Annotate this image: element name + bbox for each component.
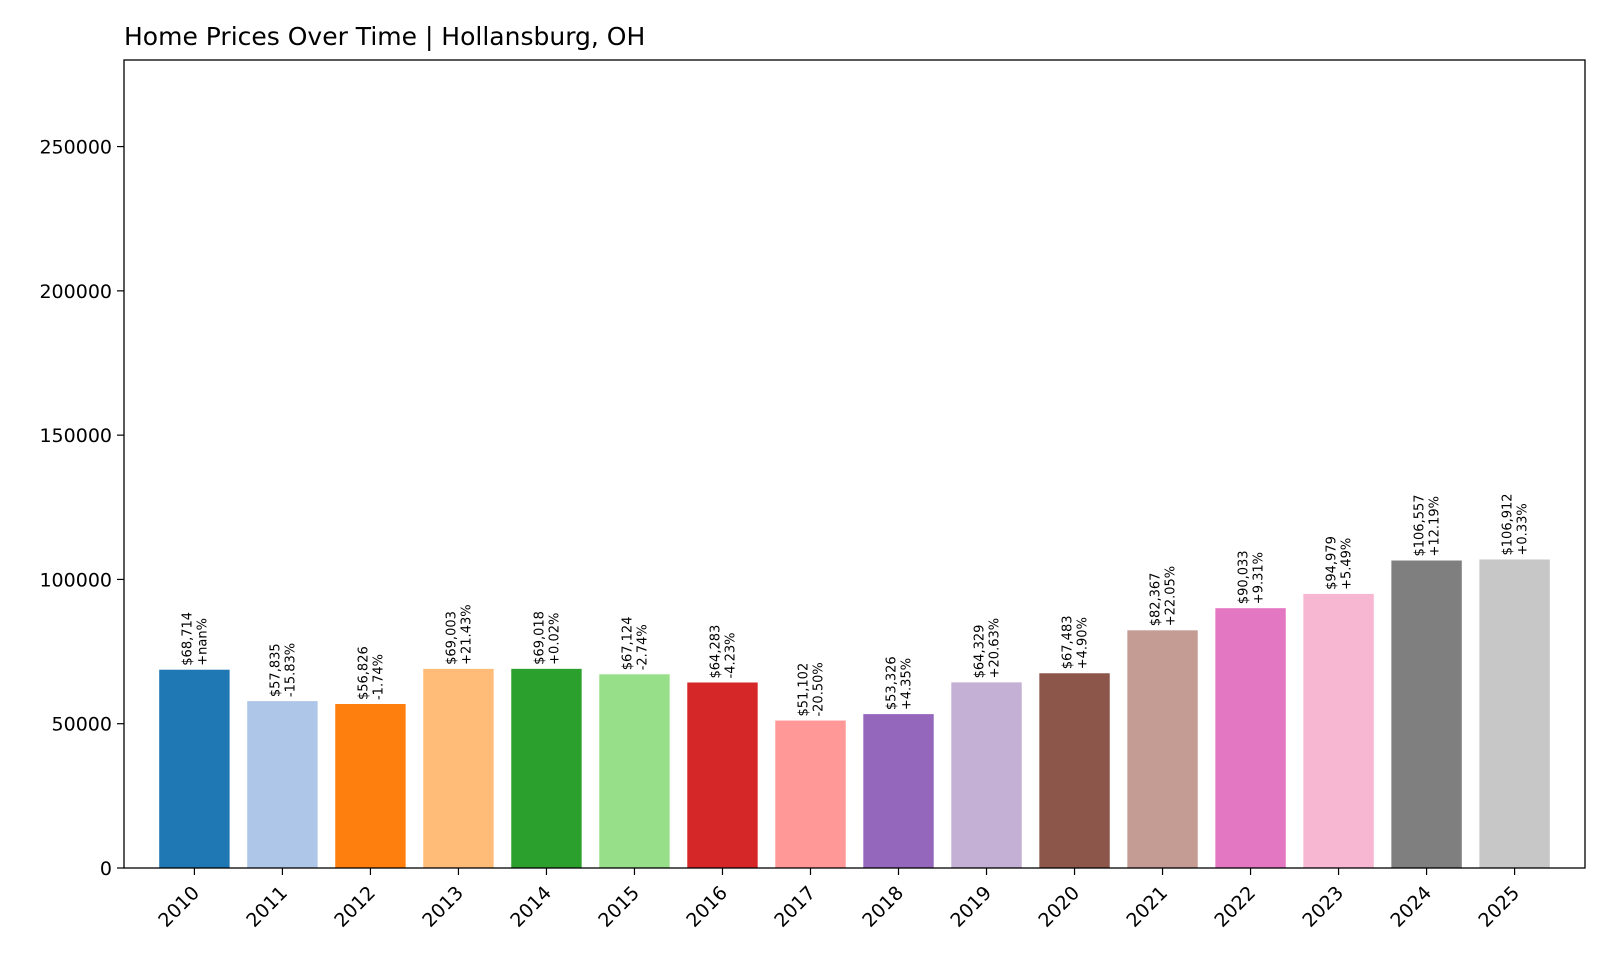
x-tick-label-2025: 2025 xyxy=(1474,882,1524,932)
y-tick-label-150000: 150000 xyxy=(39,425,112,447)
bar-2012 xyxy=(335,704,406,868)
bar-change-label-2021: +22.05% xyxy=(1164,566,1179,626)
bar-price-label-2021: $82,367 xyxy=(1149,573,1164,627)
bar-change-label-2018: +4.35% xyxy=(900,658,915,710)
bar-2017 xyxy=(775,720,846,868)
bar-2020 xyxy=(1039,673,1110,868)
bar-change-label-2010: +nan% xyxy=(195,618,210,666)
bar-2018 xyxy=(863,714,934,868)
bar-change-label-2022: +9.31% xyxy=(1252,552,1267,604)
bar-price-label-2020: $67,483 xyxy=(1061,615,1076,669)
x-axis: 2010 2011 2012 2013 2014 2015 2016 2017 2018 2019… xyxy=(154,868,1524,932)
bar-2021 xyxy=(1127,630,1198,868)
x-tick-label-2021: 2021 xyxy=(1122,882,1172,932)
bar-change-label-2013: +21.43% xyxy=(459,604,474,664)
bar-change-label-2014: +0.02% xyxy=(547,613,562,665)
y-tick-label-50000: 50000 xyxy=(52,714,112,736)
bar-change-label-2017: -20.50% xyxy=(811,662,826,716)
bar-price-label-2014: $69,018 xyxy=(532,611,547,665)
y-tick-label-0: 0 xyxy=(100,858,112,880)
bar-price-label-2013: $69,003 xyxy=(444,611,459,665)
x-tick-label-2011: 2011 xyxy=(242,882,292,932)
x-tick-label-2018: 2018 xyxy=(858,882,908,932)
bar-labels-layer: $68,714 +nan% $57,835 -15.83% $56,826 -1.74% $… xyxy=(180,493,1530,716)
bar-2011 xyxy=(247,701,318,868)
bar-price-label-2015: $67,124 xyxy=(620,617,635,671)
plot-frame xyxy=(123,59,1586,869)
bar-change-label-2025: +0.33% xyxy=(1516,503,1531,555)
x-tick-label-2020: 2020 xyxy=(1034,882,1084,932)
bar-price-label-2019: $64,329 xyxy=(973,625,988,679)
bar-price-label-2022: $90,033 xyxy=(1237,550,1252,604)
x-tick-label-2019: 2019 xyxy=(946,882,996,932)
chart-title: Home Prices Over Time | Hollansburg, OH xyxy=(124,22,645,51)
y-tick-label-100000: 100000 xyxy=(39,569,112,591)
bar-change-label-2019: +20.63% xyxy=(988,618,1003,678)
x-tick-label-2013: 2013 xyxy=(418,882,468,932)
bar-change-label-2011: -15.83% xyxy=(283,643,298,697)
bar-price-label-2016: $64,283 xyxy=(708,625,723,679)
y-tick-label-250000: 250000 xyxy=(39,137,112,159)
bar-2016 xyxy=(687,682,758,868)
bar-2022 xyxy=(1215,608,1286,868)
bar-change-label-2023: +5.49% xyxy=(1340,538,1355,590)
bar-change-label-2016: -4.23% xyxy=(723,632,738,678)
bar-2015 xyxy=(599,674,670,868)
bar-price-label-2018: $53,326 xyxy=(885,656,900,710)
bars-layer xyxy=(159,559,1550,868)
bar-price-label-2017: $51,102 xyxy=(796,663,811,717)
bar-2013 xyxy=(423,668,494,868)
bar-price-label-2024: $106,557 xyxy=(1413,494,1428,556)
bar-change-label-2012: -1.74% xyxy=(371,654,386,700)
x-tick-label-2022: 2022 xyxy=(1210,882,1260,932)
y-axis: 0 50000 100000 150000 200000 250000 xyxy=(39,137,124,880)
x-tick-label-2016: 2016 xyxy=(682,882,732,932)
bar-change-label-2020: +4.90% xyxy=(1076,617,1091,669)
x-tick-label-2024: 2024 xyxy=(1386,882,1436,932)
bar-2023 xyxy=(1303,593,1374,868)
bar-price-label-2010: $68,714 xyxy=(180,612,195,666)
bar-2010 xyxy=(159,669,230,868)
bar-price-label-2023: $94,979 xyxy=(1325,536,1340,590)
x-tick-label-2017: 2017 xyxy=(770,882,820,932)
bar-price-label-2025: $106,912 xyxy=(1501,493,1516,555)
bar-change-label-2015: -2.74% xyxy=(635,624,650,670)
bar-2024 xyxy=(1391,560,1462,868)
x-tick-label-2015: 2015 xyxy=(594,882,644,932)
x-tick-label-2014: 2014 xyxy=(506,882,556,932)
bar-price-label-2012: $56,826 xyxy=(356,646,371,700)
bar-2014 xyxy=(511,668,582,868)
x-tick-label-2012: 2012 xyxy=(330,882,380,932)
bar-price-label-2011: $57,835 xyxy=(268,643,283,697)
bar-2025 xyxy=(1479,559,1550,868)
y-tick-label-200000: 200000 xyxy=(39,281,112,303)
x-tick-label-2023: 2023 xyxy=(1298,882,1348,932)
bar-change-label-2024: +12.19% xyxy=(1428,496,1443,556)
bar-2019 xyxy=(951,682,1022,868)
x-tick-label-2010: 2010 xyxy=(154,882,204,932)
